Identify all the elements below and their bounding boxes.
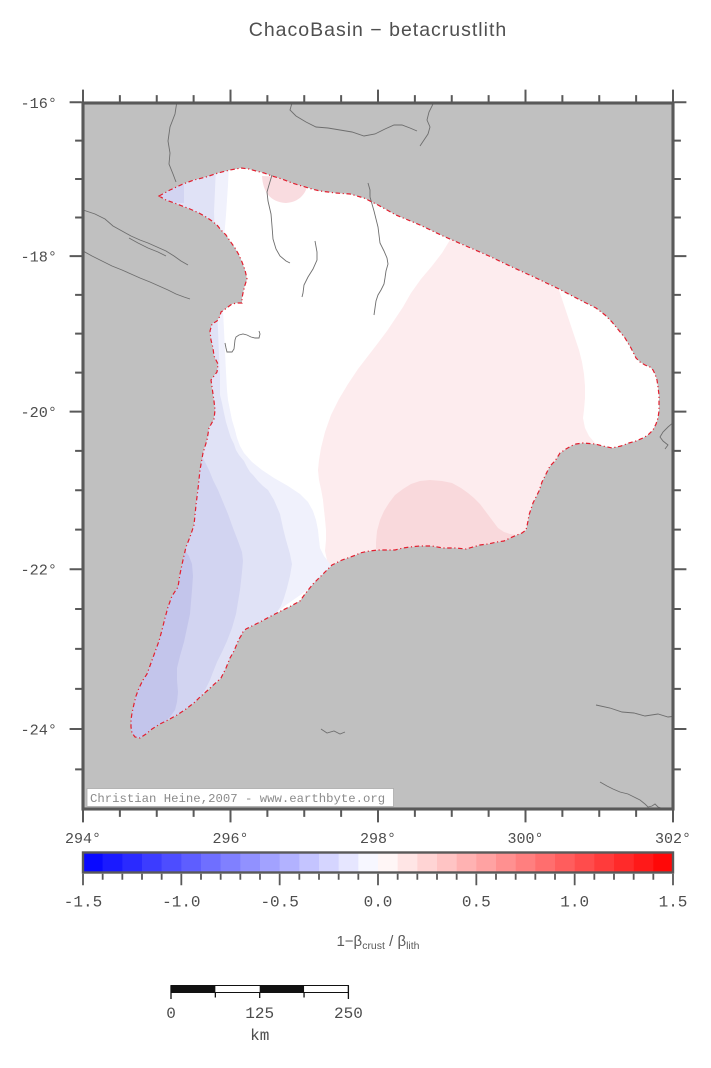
- svg-text:300°: 300°: [507, 831, 543, 848]
- svg-text:-16°: -16°: [21, 95, 57, 113]
- svg-text:-20°: -20°: [21, 404, 57, 422]
- svg-text:-1.0: -1.0: [162, 894, 200, 912]
- svg-text:1.0: 1.0: [560, 894, 589, 912]
- svg-text:Christian Heine,2007 - www.ear: Christian Heine,2007 - www.earthbyte.org: [90, 792, 385, 806]
- svg-text:296°: 296°: [212, 831, 248, 848]
- svg-text:-18°: -18°: [21, 249, 57, 267]
- svg-text:294°: 294°: [65, 831, 101, 848]
- svg-text:km: km: [250, 1027, 269, 1045]
- svg-text:-0.5: -0.5: [260, 894, 298, 912]
- svg-text:298°: 298°: [360, 831, 396, 848]
- svg-text:-22°: -22°: [21, 562, 57, 580]
- svg-text:1−βcrust / βlith: 1−βcrust / βlith: [336, 933, 419, 952]
- svg-text:-1.5: -1.5: [64, 894, 102, 912]
- svg-text:1.5: 1.5: [659, 894, 688, 912]
- svg-text:125: 125: [245, 1005, 274, 1023]
- svg-text:ChacoBasin − betacrustlith: ChacoBasin − betacrustlith: [249, 19, 508, 41]
- svg-text:250: 250: [334, 1005, 363, 1023]
- svg-text:0: 0: [166, 1005, 176, 1023]
- svg-text:-24°: -24°: [21, 722, 57, 740]
- svg-text:302°: 302°: [655, 831, 691, 848]
- svg-text:0.5: 0.5: [462, 894, 491, 912]
- svg-text:0.0: 0.0: [364, 894, 393, 912]
